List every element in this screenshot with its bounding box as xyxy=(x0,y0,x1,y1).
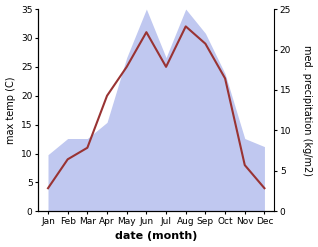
X-axis label: date (month): date (month) xyxy=(115,231,197,242)
Y-axis label: max temp (C): max temp (C) xyxy=(5,76,16,144)
Y-axis label: med. precipitation (kg/m2): med. precipitation (kg/m2) xyxy=(302,45,313,176)
